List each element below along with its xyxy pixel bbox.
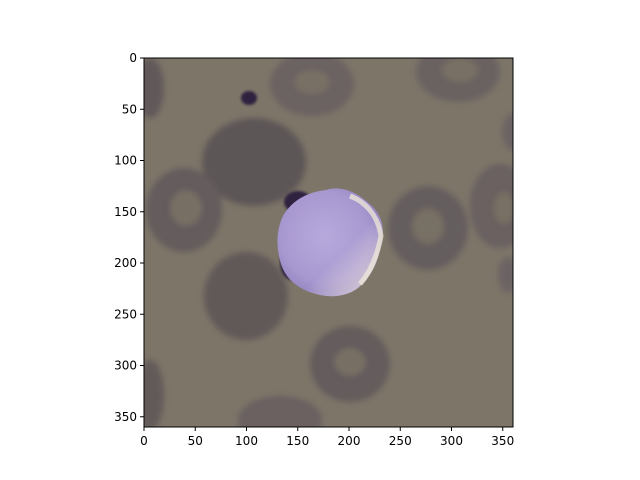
x-tick-label: 50 bbox=[188, 434, 203, 448]
rbc-center bbox=[334, 348, 366, 376]
rbc-center bbox=[442, 58, 478, 82]
y-tick-label: 50 bbox=[122, 102, 137, 116]
x-axis: 0 50 100 150 200 250 300 350 bbox=[140, 427, 514, 448]
x-tick-label: 250 bbox=[389, 434, 412, 448]
rbc-centers bbox=[170, 58, 513, 376]
axes-frame bbox=[143, 57, 514, 428]
nucleus-blob bbox=[241, 91, 257, 105]
x-tick-label: 350 bbox=[491, 434, 514, 448]
rbc-cell bbox=[502, 114, 513, 150]
rbc-cell bbox=[202, 118, 306, 206]
x-tick-label: 150 bbox=[286, 434, 309, 448]
highlighted-cell-edge bbox=[277, 188, 383, 297]
rbc-cell bbox=[238, 396, 322, 427]
y-tick-label: 100 bbox=[114, 154, 137, 168]
y-tick-label: 350 bbox=[114, 410, 137, 424]
rbc-cell bbox=[144, 360, 164, 427]
y-axis: 0 50 100 150 200 250 300 350 bbox=[114, 51, 144, 424]
rbc-cell bbox=[498, 257, 513, 293]
x-tick-label: 0 bbox=[140, 434, 148, 448]
micrograph-image bbox=[144, 58, 513, 427]
red-blood-cells bbox=[144, 58, 513, 427]
rbc-center bbox=[412, 208, 444, 244]
y-tick-label: 200 bbox=[114, 256, 137, 270]
y-tick-label: 0 bbox=[129, 51, 137, 65]
x-tick-label: 100 bbox=[235, 434, 258, 448]
rbc-center bbox=[294, 70, 330, 94]
rbc-cell bbox=[204, 252, 288, 340]
y-tick-label: 250 bbox=[114, 307, 137, 321]
rbc-center bbox=[170, 190, 202, 226]
x-tick-label: 300 bbox=[440, 434, 463, 448]
y-tick-label: 150 bbox=[114, 205, 137, 219]
x-tick-label: 200 bbox=[338, 434, 361, 448]
rbc-cell bbox=[144, 58, 164, 118]
highlighted-cell-rim bbox=[349, 193, 384, 286]
highlighted-cell bbox=[277, 188, 384, 297]
rbc-cell bbox=[470, 164, 513, 248]
y-tick-label: 300 bbox=[114, 359, 137, 373]
rbc-center bbox=[494, 192, 513, 224]
